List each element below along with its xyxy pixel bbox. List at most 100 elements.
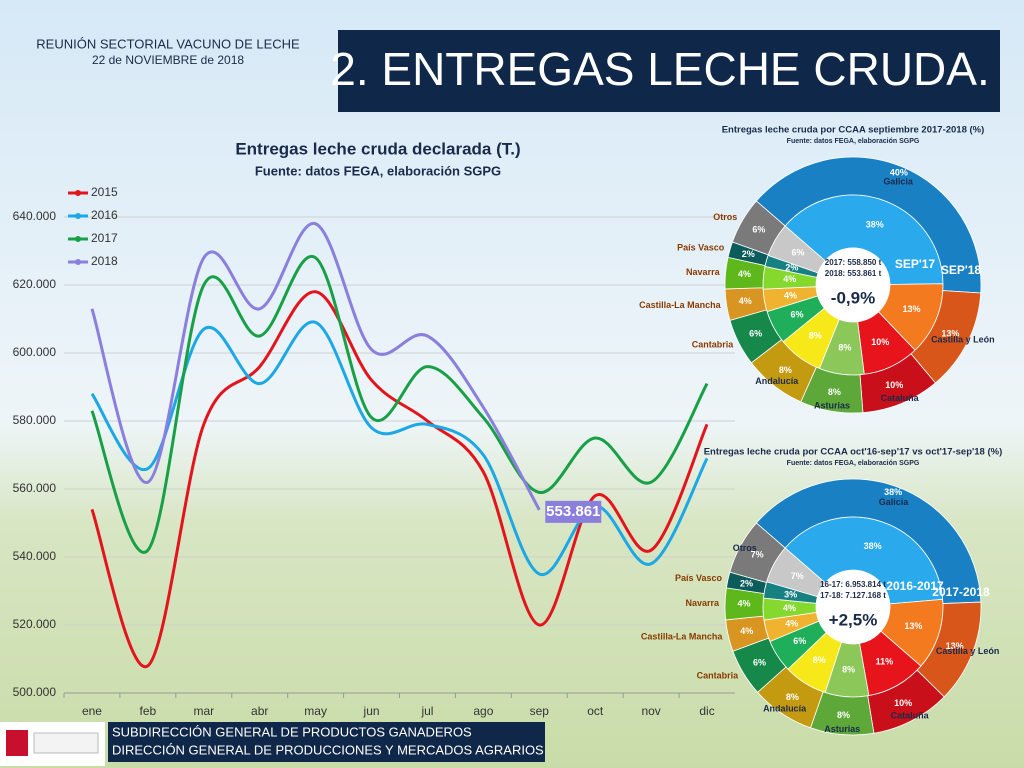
x-tick-label: mar bbox=[193, 704, 214, 718]
chart-title: Entregas leche cruda por CCAA oct'16-sep… bbox=[704, 447, 1003, 458]
slice-label: 4% bbox=[739, 296, 752, 306]
donut-slice bbox=[729, 522, 786, 583]
slice-label: 13% bbox=[904, 621, 922, 631]
slice-label: 13% bbox=[941, 328, 959, 338]
slice-label: 8% bbox=[813, 655, 826, 665]
x-tick-label: feb bbox=[140, 704, 157, 718]
slice-label: 13% bbox=[903, 304, 921, 314]
legend-marker bbox=[75, 213, 81, 219]
slice-label: 6% bbox=[790, 309, 803, 319]
category-label: Cataluña bbox=[881, 393, 920, 403]
chart-title: Entregas leche cruda declarada (T.) bbox=[235, 139, 520, 158]
series-line bbox=[90, 254, 709, 554]
series-line bbox=[90, 290, 709, 669]
y-tick-label: 640.000 bbox=[13, 209, 57, 223]
x-tick-label: jul bbox=[420, 704, 433, 718]
slice-label: 38% bbox=[866, 220, 884, 230]
slice-label: 4% bbox=[740, 626, 753, 636]
category-label: Cantabria bbox=[692, 340, 735, 350]
x-tick-label: dic bbox=[699, 704, 714, 718]
x-tick-label: oct bbox=[587, 704, 604, 718]
chart-title: Entregas leche cruda por CCAA septiembre… bbox=[722, 125, 985, 136]
series-line bbox=[90, 320, 709, 576]
slice-label: 4% bbox=[738, 599, 751, 609]
legend-marker bbox=[75, 190, 81, 196]
logo-text-area bbox=[33, 732, 99, 754]
footer-line: SUBDIRECCIÓN GENERAL DE PRODUCTOS GANADE… bbox=[112, 724, 472, 739]
center-disc bbox=[816, 570, 890, 644]
legend-label: 2016 bbox=[91, 208, 118, 222]
y-tick-label: 500.000 bbox=[13, 685, 57, 699]
slice-label: 40% bbox=[890, 167, 908, 177]
slice-label: 6% bbox=[749, 328, 762, 338]
x-tick-label: sep bbox=[530, 704, 550, 718]
y-tick-label: 620.000 bbox=[13, 277, 57, 291]
slice-label: 4% bbox=[784, 290, 797, 300]
chart-subtitle: Fuente: datos FEGA, elaboración SGPG bbox=[255, 163, 501, 178]
ring-name: SEP'17 bbox=[895, 257, 936, 271]
slice-label: 10% bbox=[885, 380, 903, 390]
slice-label: 8% bbox=[837, 710, 850, 720]
x-tick-label: ene bbox=[82, 704, 102, 718]
slice-label: 8% bbox=[809, 330, 822, 340]
center-text: 2018: 553.861 t bbox=[825, 269, 882, 278]
slide-title: 2. ENTREGAS LECHE CRUDA. bbox=[330, 43, 989, 95]
category-label: Navarra bbox=[686, 598, 721, 608]
value-label: 553.861 bbox=[546, 503, 600, 520]
chart-subtitle: Fuente: datos FEGA, elaboración SGPG bbox=[787, 460, 920, 467]
category-label: Navarra bbox=[686, 267, 721, 277]
legend-label: 2018 bbox=[91, 254, 118, 268]
center-text: 17-18: 7.127.168 t bbox=[820, 591, 886, 600]
ring-name: 2016-2017 bbox=[886, 579, 944, 593]
slice-label: 7% bbox=[751, 550, 764, 560]
slice-label: 4% bbox=[738, 269, 751, 279]
legend-marker bbox=[75, 236, 81, 242]
category-label: Andalucía bbox=[755, 376, 799, 386]
slice-label: 2% bbox=[740, 578, 753, 588]
slice-label: 3% bbox=[784, 589, 797, 599]
category-label: Cataluña bbox=[891, 711, 930, 721]
slice-label: 8% bbox=[838, 342, 851, 352]
x-tick-label: abr bbox=[251, 704, 268, 718]
title-box bbox=[338, 30, 1000, 112]
category-label: Otros bbox=[713, 212, 737, 222]
slice-label: 13% bbox=[946, 641, 964, 651]
slice-label: 8% bbox=[828, 387, 841, 397]
change: -0,9% bbox=[831, 288, 875, 307]
slice-label: 10% bbox=[871, 337, 889, 347]
x-tick-label: jun bbox=[363, 704, 380, 718]
category-label: Andalucía bbox=[763, 704, 807, 714]
category-label: Asturias bbox=[814, 401, 850, 411]
ring-name: 2017-2018 bbox=[932, 585, 990, 599]
slice-label: 10% bbox=[894, 698, 912, 708]
donut-slice bbox=[755, 478, 982, 604]
value-label-box bbox=[545, 500, 602, 523]
y-tick-label: 520.000 bbox=[13, 617, 57, 631]
footer-line: DIRECCIÓN GENERAL DE PRODUCCIONES Y MERC… bbox=[112, 742, 544, 757]
legend-label: 2015 bbox=[91, 185, 118, 199]
slice-label: 8% bbox=[786, 692, 799, 702]
slice-label: 8% bbox=[842, 665, 855, 675]
series-line bbox=[90, 222, 541, 511]
y-tick-label: 580.000 bbox=[13, 413, 57, 427]
logo-emblem bbox=[6, 730, 28, 756]
category-label: Castilla y León bbox=[936, 646, 1000, 656]
category-label: Otros bbox=[733, 543, 757, 553]
slice-label: 38% bbox=[884, 487, 902, 497]
chart-subtitle: Fuente: datos FEGA, elaboración SGPG bbox=[787, 138, 920, 145]
date: 22 de NOVIEMBRE de 2018 bbox=[92, 53, 244, 67]
slice-label: 4% bbox=[783, 274, 796, 284]
category-label: Asturias bbox=[824, 724, 860, 734]
slice-label: 7% bbox=[791, 571, 804, 581]
x-tick-label: nov bbox=[641, 704, 660, 718]
category-label: País Vasco bbox=[675, 573, 723, 583]
y-tick-label: 540.000 bbox=[13, 549, 57, 563]
x-tick-label: may bbox=[304, 704, 327, 718]
slice-label: 4% bbox=[785, 618, 798, 628]
y-tick-label: 600.000 bbox=[13, 345, 57, 359]
center-text: 2017: 558.850 t bbox=[825, 258, 882, 267]
slice-label: 4% bbox=[783, 603, 796, 613]
donut-slice bbox=[755, 156, 982, 294]
